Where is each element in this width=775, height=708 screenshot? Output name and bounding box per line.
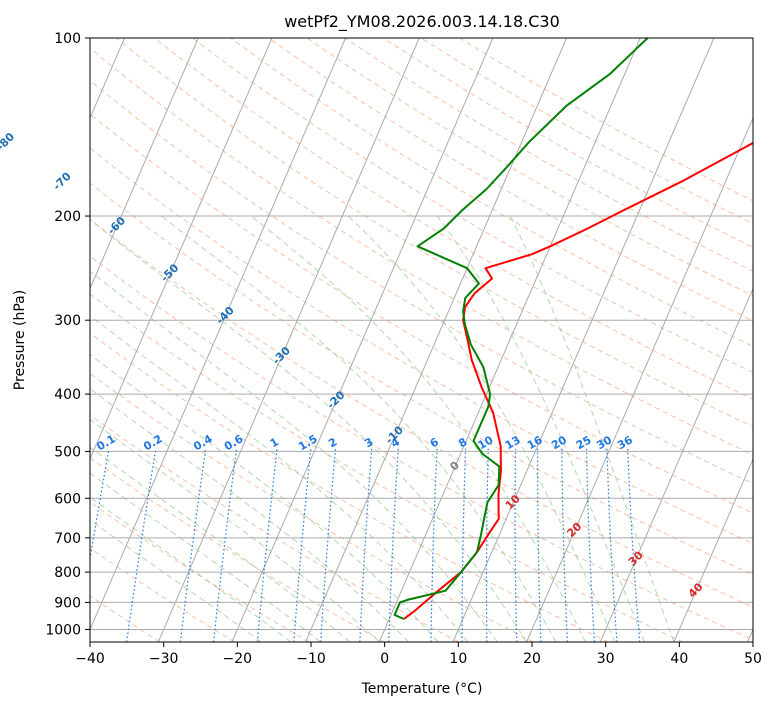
mixing-ratio-line <box>585 448 596 642</box>
isotherm-line <box>305 38 568 642</box>
isotherm-line <box>526 116 753 642</box>
mixing-ratio-line <box>606 448 618 642</box>
isotherm-line <box>90 38 199 290</box>
dry-adiabat <box>90 457 385 642</box>
mixing-ratio-line <box>388 448 399 642</box>
dry-adiabat <box>90 113 753 514</box>
x-tick-label: −30 <box>149 651 179 667</box>
x-tick-label: 40 <box>670 651 688 667</box>
isotherm-line <box>673 457 753 642</box>
moist-adiabat <box>90 418 380 642</box>
x-tick-label: 50 <box>744 651 762 667</box>
isotherm-line <box>157 38 420 642</box>
moist-adiabat <box>90 446 351 642</box>
dry-adiabat <box>90 79 753 485</box>
x-tick-label: 30 <box>597 651 615 667</box>
moist-adiabat <box>90 270 498 642</box>
dry-adiabat <box>115 38 753 428</box>
y-tick-label: 700 <box>54 531 81 547</box>
moist-adiabat <box>90 496 292 642</box>
y-tick-label: 500 <box>54 444 81 460</box>
y-tick-label: 400 <box>54 387 81 403</box>
isotherm-line <box>378 38 641 642</box>
x-tick-label: 0 <box>380 651 389 667</box>
y-tick-label: 100 <box>54 31 81 47</box>
isotherm-line <box>599 287 753 642</box>
isotherm-line <box>452 38 715 642</box>
isotherm-line <box>90 38 347 631</box>
y-tick-label: 600 <box>54 491 81 507</box>
dry-adiabat <box>90 147 753 545</box>
moist-adiabat <box>347 215 616 642</box>
moist-adiabat <box>509 215 675 642</box>
y-tick-label: 1000 <box>45 622 81 638</box>
y-tick-label: 800 <box>54 565 81 581</box>
y-axis-title: Pressure (hPa) <box>12 290 28 390</box>
y-tick-label: 300 <box>54 313 81 329</box>
chart-title: wetPf2_YM08.2026.003.14.18.C30 <box>284 12 560 32</box>
dry-adiabat <box>90 372 534 642</box>
moist-adiabat <box>90 388 410 642</box>
plot-frame <box>89 37 754 643</box>
dry-adiabat <box>90 501 310 642</box>
moist-adiabat <box>90 353 439 642</box>
moist-adiabat <box>90 315 469 642</box>
dry-adiabat <box>268 38 753 322</box>
x-tick-label: −10 <box>296 651 326 667</box>
mixing-ratio-line <box>461 448 467 642</box>
dry-adiabat <box>192 38 753 374</box>
mixing-ratio-line <box>514 448 518 642</box>
x-tick-label: −40 <box>75 651 105 667</box>
dry-adiabat <box>90 218 753 608</box>
dry-adiabat <box>90 595 161 642</box>
series-dewpoint-line <box>393 38 649 620</box>
grid-layer <box>90 38 753 642</box>
isotherm-line <box>90 38 273 461</box>
x-tick-label: −20 <box>223 651 253 667</box>
dry-adiabat <box>90 255 753 641</box>
moist-adiabat <box>436 215 645 642</box>
y-tick-label: 900 <box>54 595 81 611</box>
isotherm-line <box>231 38 494 642</box>
moist-adiabat <box>90 519 262 642</box>
x-axis-title: Temperature (°C) <box>361 681 483 697</box>
mixing-ratio-line <box>430 448 438 642</box>
moist-adiabat <box>161 215 557 642</box>
x-tick-label: 10 <box>449 651 467 667</box>
series-temperature-line <box>403 141 753 620</box>
y-tick-label: 200 <box>54 209 81 225</box>
dry-adiabat <box>90 293 684 642</box>
series-layer <box>393 38 753 620</box>
moist-adiabat <box>90 472 321 642</box>
moist-adiabat <box>90 219 528 642</box>
mixing-ratio-line <box>485 448 489 642</box>
dry-adiabat <box>90 332 609 642</box>
mixing-ratio-line <box>561 448 568 642</box>
mixing-ratio-line <box>537 448 542 642</box>
x-tick-label: 20 <box>523 651 541 667</box>
axis-layer: −40 −30 −20 −10 0 10 20 30 40 50 100 200 300 400 500 60… <box>45 31 762 667</box>
